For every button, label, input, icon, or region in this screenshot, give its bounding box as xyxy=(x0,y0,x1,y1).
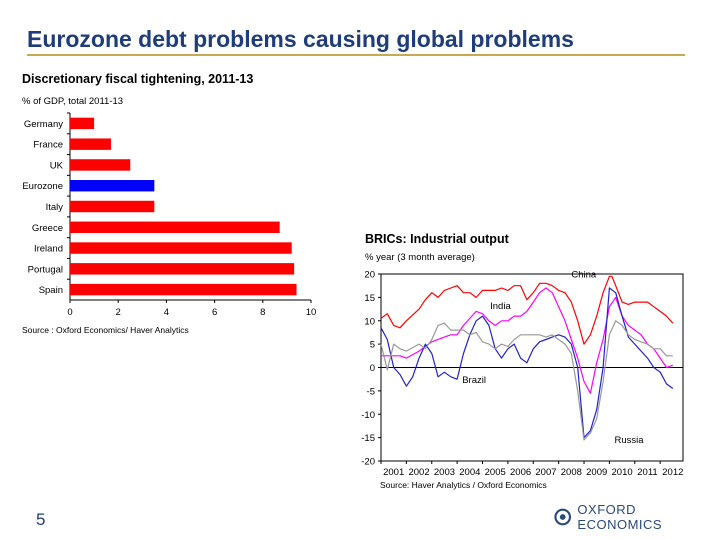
line-chart-source: Source: Haver Analytics / Oxford Economi… xyxy=(380,480,547,490)
y-tick-label: France xyxy=(33,140,63,151)
series-line-china xyxy=(380,275,674,345)
line-chart-title: BRICs: Industrial output xyxy=(365,232,509,246)
bar-ireland xyxy=(70,242,292,254)
y-tick-label: Eurozone xyxy=(22,181,63,192)
oxford-economics-logo-icon xyxy=(554,508,572,526)
title-divider xyxy=(27,54,685,56)
bar-france xyxy=(70,138,111,150)
x-tick-label: 2008 xyxy=(561,467,582,478)
bar-italy xyxy=(70,200,155,213)
series-label-india: India xyxy=(490,301,511,312)
series-line-russia xyxy=(380,320,673,441)
page-number: 5 xyxy=(36,510,46,529)
y-tick-label: Spain xyxy=(39,285,63,296)
y-tick-label: -5 xyxy=(367,386,375,397)
x-tick-label: 2001 xyxy=(383,467,404,478)
fiscal-tightening-bar-chart: Germany France UK Eurozone Italy Greece Irelan… xyxy=(22,112,317,318)
x-tick-label: 2003 xyxy=(434,467,455,478)
y-tick-label: -20 xyxy=(361,457,375,468)
x-tick-label: 0 xyxy=(67,307,72,318)
series-label-china: China xyxy=(571,270,597,281)
y-tick-label: Ireland xyxy=(34,244,63,255)
line-chart-subtitle: % year (3 month average) xyxy=(365,252,475,263)
series-label-brazil: Brazil xyxy=(462,375,486,386)
bar-portugal xyxy=(70,263,295,275)
y-tick-label: 15 xyxy=(364,293,375,304)
x-tick-label: 2 xyxy=(116,307,121,318)
bar-chart-subtitle: % of GDP, total 2011-13 xyxy=(22,96,124,107)
bar-chart-title: Discretionary fiscal tightening, 2011-13 xyxy=(22,72,254,86)
bar-greece xyxy=(70,221,280,233)
y-tick-label: 10 xyxy=(364,316,375,327)
y-tick-label: 5 xyxy=(370,340,375,351)
series-line-india xyxy=(381,287,674,394)
x-tick-label: 2004 xyxy=(459,467,480,478)
series-line-brazil xyxy=(380,287,674,439)
x-tick-label: 2005 xyxy=(485,467,506,478)
oxford-economics-logo: OXFORD ECONOMICS xyxy=(554,502,720,532)
y-tick-label: -15 xyxy=(361,433,375,444)
y-tick-label: 0 xyxy=(370,363,375,374)
x-tick-label: 2012 xyxy=(662,467,683,478)
series-label-russia: Russia xyxy=(614,435,644,446)
x-tick-label: 2007 xyxy=(535,467,556,478)
bar-spain xyxy=(70,283,297,296)
x-tick-label: 2006 xyxy=(510,467,531,478)
bar-chart-source: Source : Oxford Economics/ Haver Analyti… xyxy=(22,325,189,335)
x-tick-label: 10 xyxy=(306,307,317,318)
bar-eurozone xyxy=(70,180,155,192)
x-tick-label: 2011 xyxy=(637,467,657,478)
x-tick-label: 2010 xyxy=(612,467,633,478)
y-tick-label: Portugal xyxy=(28,264,63,275)
y-tick-label: Italy xyxy=(46,202,64,213)
y-tick-label: UK xyxy=(50,160,64,171)
y-tick-label: -10 xyxy=(361,410,375,421)
x-tick-label: 2009 xyxy=(586,467,607,478)
bar-germany xyxy=(70,117,95,130)
y-tick-label: 20 xyxy=(364,270,375,281)
y-tick-label: Greece xyxy=(32,223,63,234)
x-tick-label: 8 xyxy=(260,307,265,318)
slide-title: Eurozone debt problems causing global pr… xyxy=(27,26,574,52)
x-tick-label: 4 xyxy=(164,307,169,318)
bar-uk xyxy=(70,159,131,171)
logo-text: OXFORD ECONOMICS xyxy=(577,502,663,532)
x-tick-label: 2002 xyxy=(408,467,429,478)
brics-industrial-output-line-chart: 20 15 10 5 0 -5 -10 -15 -20 2001 2002 2003 2004 2005 2… xyxy=(361,270,684,478)
x-tick-label: 6 xyxy=(212,307,217,318)
y-tick-label: Germany xyxy=(24,119,63,130)
